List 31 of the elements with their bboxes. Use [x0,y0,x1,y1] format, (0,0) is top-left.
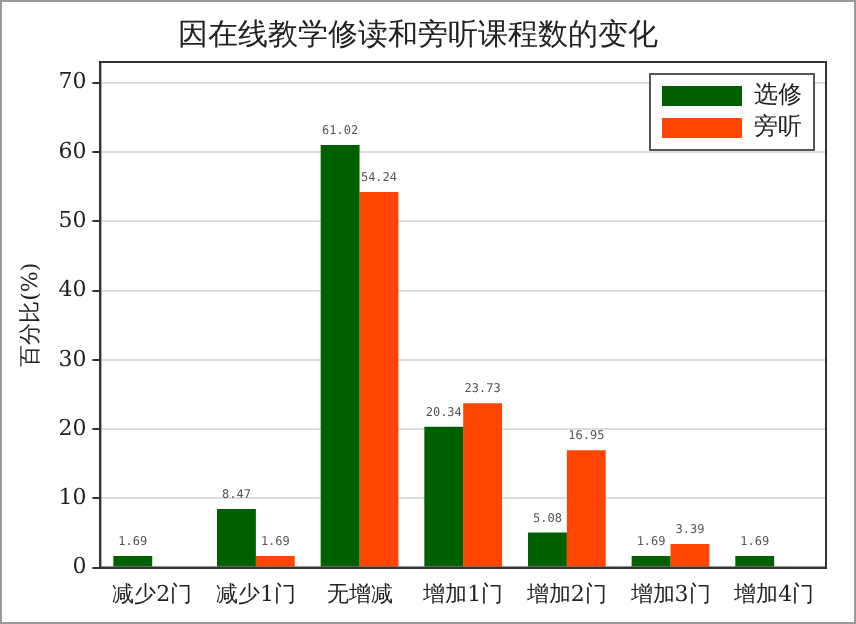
chart-title: 因在线教学修读和旁听课程数的变化 [178,15,658,52]
bar [113,555,153,567]
y-tick-label: 70 [58,68,87,95]
bar [735,555,775,567]
x-tick-label: 增加4门 [732,580,815,607]
bar [320,144,360,567]
y-tick-label: 20 [58,414,87,441]
y-tick-label: 40 [58,276,87,303]
y-tick-label: 10 [58,484,87,511]
bar [217,508,256,567]
bar [527,532,567,567]
bar [631,555,671,567]
y-tick-label: 0 [72,553,87,580]
x-tick-label: 无增减 [326,580,393,607]
y-tick-label: 50 [58,207,87,234]
bar [424,426,464,567]
bar [670,544,710,567]
x-tick-label: 减少1门 [215,580,296,607]
y-tick-label: 30 [58,345,87,372]
x-tick-label: 增加2门 [524,580,607,607]
y-tick-label: 60 [58,137,87,164]
legend-label: 旁听 [754,112,802,141]
x-tick-label: 减少2门 [112,580,193,607]
legend-label: 选修 [754,80,802,109]
x-tick-label: 增加3门 [628,580,711,607]
y-axis-title: 百分比(%) [16,262,43,367]
bar [359,191,399,567]
bar [255,555,295,567]
bar [463,403,503,567]
x-tick-label: 增加1门 [421,580,504,607]
bar [566,450,606,567]
